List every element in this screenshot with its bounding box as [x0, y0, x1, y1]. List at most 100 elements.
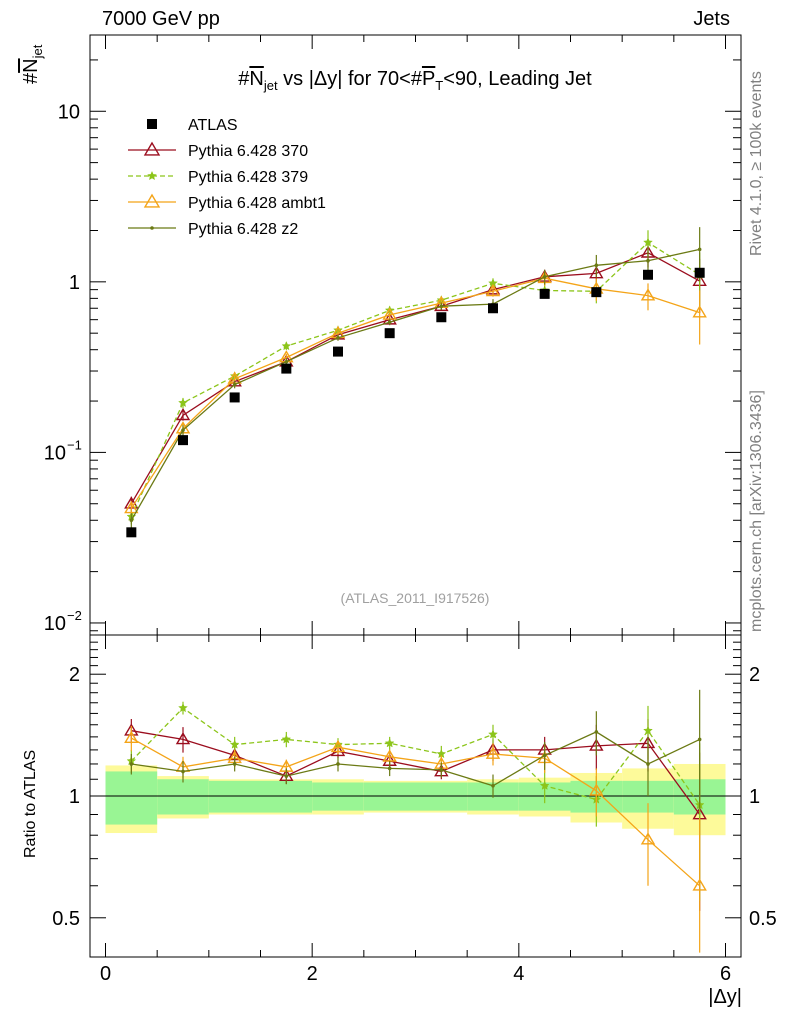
data-point	[181, 769, 185, 774]
data-point	[124, 730, 139, 744]
data-point	[229, 739, 240, 749]
data-point	[175, 407, 191, 421]
data-point	[232, 762, 237, 766]
ylabel-part: N	[20, 58, 42, 73]
ratio-series-line	[130, 737, 701, 887]
header-beam-label: 7000 GeV pp	[102, 8, 220, 30]
data-point	[539, 780, 550, 790]
data-point	[542, 753, 547, 758]
plot-title: #Njet vs |Δy| for 70<#PT<90, Leading Jet	[0, 68, 786, 93]
y-axis-label-top: #Njet	[20, 45, 45, 84]
ratio-y-tick-label-right: 1	[749, 786, 760, 808]
legend: ATLAS Pythia 6.428 370 Pythia 6.428 379 Pyt…	[128, 117, 326, 238]
data-point	[594, 730, 599, 734]
band-inner-bin	[260, 780, 313, 813]
band-inner-bin	[208, 780, 261, 813]
legend-label: Pythia 6.428 370	[188, 143, 308, 160]
data-point	[485, 746, 501, 759]
ratio-y-tick-label: 1	[69, 786, 80, 808]
rivet-version-label: Rivet 4.1.0, ≥ 100k events	[748, 71, 765, 256]
title-part: T	[435, 78, 444, 93]
main-panel-series	[124, 227, 707, 538]
data-point	[336, 762, 340, 766]
data-point	[129, 518, 134, 523]
data-point	[640, 832, 656, 845]
ratio-uncertainty-bands	[90, 763, 741, 836]
title-part: P	[421, 68, 436, 90]
band-inner-bin	[157, 779, 209, 815]
data-point	[129, 762, 134, 766]
data-point	[640, 288, 656, 301]
title-part: <90, Leading Jet	[443, 68, 592, 90]
data-point	[336, 335, 340, 340]
data-point	[382, 749, 397, 762]
x-axis-label: |Δy|	[708, 986, 742, 1008]
data-point	[382, 307, 397, 320]
band-inner-bin	[105, 771, 158, 825]
x-tick-label: 0	[100, 963, 111, 985]
series-line	[130, 277, 700, 509]
ratio-series-line	[131, 730, 701, 815]
data-point	[178, 435, 188, 446]
data-point	[589, 266, 604, 279]
data-point	[387, 766, 392, 771]
ratio-y-tick-label: 0.5	[52, 908, 80, 930]
data-point	[434, 298, 449, 312]
x-tick-label: 4	[513, 963, 524, 985]
data-point	[491, 783, 495, 788]
ratio-y-tick-label-right: 0.5	[749, 908, 777, 930]
data-point	[284, 774, 289, 778]
data-point	[387, 320, 392, 324]
data-point	[178, 397, 188, 408]
mcplots-reference-label: mcplots.cern.ch [arXiv:1306.3436]	[748, 390, 765, 632]
ylabel-part: #	[20, 72, 42, 84]
data-point	[384, 328, 395, 339]
y-tick-label: 10	[44, 613, 66, 635]
data-point	[281, 340, 292, 351]
data-point	[229, 392, 240, 403]
data-point	[643, 237, 653, 247]
data-point	[542, 275, 547, 279]
data-point	[591, 287, 602, 298]
data-point	[333, 346, 343, 357]
header-observable-label: Jets	[693, 8, 730, 30]
title-part: #	[238, 68, 250, 90]
data-point	[284, 359, 289, 364]
data-point	[646, 762, 650, 766]
y-tick-label: 10	[58, 101, 80, 123]
data-point	[281, 363, 292, 374]
y-tick-exponent: −2	[67, 608, 82, 623]
y-tick-label: 1	[69, 272, 80, 294]
data-point	[697, 247, 702, 252]
data-point	[147, 119, 157, 129]
data-point	[589, 783, 604, 796]
data-point	[143, 141, 161, 156]
legend-label: Pythia 6.428 ambt1	[188, 195, 326, 212]
data-point	[643, 269, 653, 280]
data-point	[181, 428, 185, 432]
data-point	[436, 312, 447, 323]
band-inner-bin	[363, 782, 416, 811]
data-point	[147, 170, 157, 181]
data-point	[281, 734, 292, 744]
data-point	[485, 283, 501, 297]
y-axis-label-bottom: Ratio to ATLAS	[22, 749, 39, 858]
legend-label: ATLAS	[188, 117, 238, 134]
ratio-y-tick-label: 2	[69, 664, 80, 686]
data-point	[488, 303, 498, 314]
series-line	[130, 248, 700, 521]
legend-label: Pythia 6.428 379	[188, 169, 308, 186]
ratio-y-tick-label-right: 2	[749, 664, 760, 686]
title-part: jet	[263, 78, 278, 93]
data-point	[178, 702, 188, 713]
data-point	[330, 739, 346, 753]
ratio-series-line	[131, 731, 700, 787]
data-point	[694, 267, 705, 278]
data-point	[488, 729, 498, 739]
band-inner-bin	[415, 782, 468, 811]
y-tick-exponent: −1	[67, 437, 82, 452]
data-point	[330, 743, 346, 757]
band-inner-bin	[312, 782, 364, 811]
data-point	[232, 382, 237, 387]
